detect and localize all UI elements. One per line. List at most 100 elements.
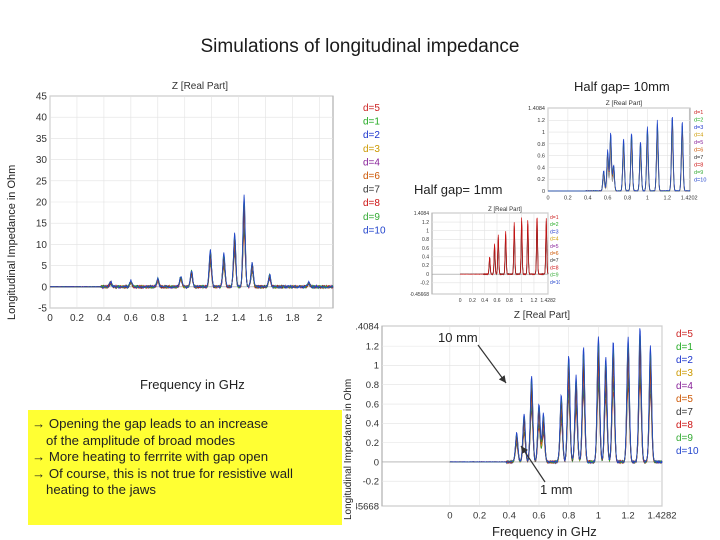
main-legend-item: d=5 <box>363 103 380 114</box>
gap10-x-tick-label: 0.8 <box>624 196 632 201</box>
bottom-series-line <box>449 328 663 464</box>
gap1-y-tick-label: -0.2 <box>420 281 429 287</box>
gap10-legend-item: d=9 <box>694 170 703 176</box>
gap1-legend-item: d=1 <box>550 215 559 221</box>
gap1-x-tick-label: 0.8 <box>506 298 513 304</box>
bottom-x-tick-label: 0 <box>447 511 452 522</box>
note-line-2: of the amplitude of broad modes <box>46 432 236 448</box>
gap1-legend-item: d=6 <box>550 251 559 257</box>
main-x-tick-label: 1 <box>182 313 188 324</box>
main-y-tick-label: 5 <box>41 261 47 272</box>
main-chart-title: Z [Real Part] <box>172 81 228 92</box>
main-y-tick-label: 10 <box>36 240 48 251</box>
bottom-x-tick-label: 0.4 <box>503 511 516 522</box>
main-y-tick-label: 45 <box>36 92 48 103</box>
gap10-legend-item: d=2 <box>694 118 703 124</box>
gap1-legend-item: d=4 <box>550 237 559 243</box>
main-series-line <box>50 194 334 290</box>
bottom-chart-title: Z [Real Part] <box>514 310 570 321</box>
main-legend-item: d=2 <box>363 130 380 141</box>
gap1-y-tick-label: 0.6 <box>422 246 429 252</box>
annotation-10mm: 10 mm <box>438 330 478 345</box>
gap1-chart-title: Z [Real Part] <box>488 207 522 213</box>
gap10-x-tick-label: 1.4202 <box>681 196 698 201</box>
bottom-legend-item: d=8 <box>676 420 693 431</box>
gap1-chart: Z [Real Part] 0 0.2 0.4 0.6 0.8 1 1.2 1.42821.4… <box>410 204 560 304</box>
bottom-y-tick-label: -0.2 <box>363 477 379 488</box>
gap10-series-line <box>548 116 691 192</box>
gap10-legend-item: d=1 <box>694 110 703 116</box>
gap10-chart-title: Z [Real Part] <box>606 100 643 107</box>
main-y-tick-label: 20 <box>36 198 48 209</box>
main-plot-area: 0 0.2 0.4 0.6 0.8 1 1.2 1.4 1.6 1.8 2-505101520253… <box>36 92 386 325</box>
bottom-legend-item: d=5 <box>676 329 693 340</box>
bottom-legend-item: d=1 <box>676 342 693 353</box>
gap1-x-tick-label: 1.2 <box>530 298 537 304</box>
gap10-y-tick-label: 0.4 <box>537 165 545 171</box>
gap1-series-line <box>459 217 549 276</box>
main-legend-item: d=7 <box>363 185 380 196</box>
main-x-tick-label: 1.4 <box>232 313 246 324</box>
bottom-legend-item: d=7 <box>676 407 693 418</box>
bottom-y-axis-label: Longitudinal Impedance in Ohm <box>343 378 354 520</box>
bottom-x-tick-label: 0.8 <box>562 511 575 522</box>
gap10-x-tick-label: 0 <box>546 196 549 201</box>
gap10-legend-item: d=4 <box>694 133 703 139</box>
main-legend-item: d=3 <box>363 144 380 155</box>
gap10-label: Half gap= 10mm <box>574 79 670 94</box>
main-x-tick-label: 1.6 <box>259 313 273 324</box>
bottom-y-tick-label: 0.2 <box>366 438 379 449</box>
bottom-impedance-chart: Z [Real Part] 0 0.2 0.4 0.6 0.8 1 1.2 1.4282 1.4… <box>356 306 714 524</box>
gap1-y-tick-label: 0.8 <box>422 237 429 243</box>
gap1-y-tick-label: 0.4 <box>422 255 429 261</box>
gap1-x-tick-label: 0.6 <box>494 298 501 304</box>
bottom-legend-item: d=9 <box>676 433 693 444</box>
bottom-y-tick-label: 1.2 <box>366 341 379 352</box>
bottom-x-tick-label: 1.4282 <box>647 511 676 522</box>
bottom-x-tick-label: 0.6 <box>532 511 545 522</box>
bottom-y-tick-label: 0.6 <box>366 399 379 410</box>
bottom-frame <box>381 325 663 507</box>
bottom-legend-item: d=10 <box>676 446 699 457</box>
gap1-y-tick-label: 1 <box>426 228 429 234</box>
gap10-x-tick-label: 0.4 <box>584 196 592 201</box>
main-legend-item: d=6 <box>363 171 380 182</box>
main-x-tick-label: 0.2 <box>70 313 84 324</box>
gap1-legend-item: d=10 <box>550 280 560 286</box>
gap1-plot-area: 0 0.2 0.4 0.6 0.8 1 1.2 1.42821.40841.210.80.60… <box>410 211 560 304</box>
bottom-y-tick-label: -0.45668 <box>356 501 379 512</box>
note-line-1: → Opening the gap leads to an increase <box>32 416 269 431</box>
note-line-5: heating to the jaws <box>46 482 156 497</box>
main-x-tick-label: 0.8 <box>151 313 165 324</box>
bottom-x-axis-label: Frequency in GHz <box>492 524 597 539</box>
gap10-chart: Z [Real Part] 0 0.2 0.4 0.6 0.8 1 1.2 1.4202 1.4… <box>528 96 714 200</box>
gap10-frame <box>547 107 691 192</box>
gap10-y-tick-label: 0.8 <box>537 142 545 148</box>
bottom-y-tick-label: 1.4084 <box>356 321 379 332</box>
gap1-label: Half gap= 1mm <box>414 182 503 197</box>
main-legend-item: d=10 <box>363 225 386 236</box>
gap1-x-tick-label: 1 <box>520 298 523 304</box>
main-y-tick-label: 15 <box>36 219 48 230</box>
gap10-y-tick-label: 1 <box>542 130 545 136</box>
gap1-y-tick-label: 1.4084 <box>414 211 430 217</box>
gap1-legend-item: d=8 <box>550 265 559 271</box>
bottom-legend-item: d=3 <box>676 368 693 379</box>
gap10-y-tick-label: 1.2 <box>537 118 545 124</box>
gap10-legend-item: d=10 <box>694 178 706 184</box>
gap10-y-tick-label: 1.4084 <box>528 106 545 112</box>
main-x-tick-label: 1.2 <box>205 313 219 324</box>
note-line-4: → Of course, this is not true for resist… <box>32 465 293 481</box>
main-x-tick-label: 1.8 <box>286 313 300 324</box>
bottom-x-tick-label: 1 <box>596 511 601 522</box>
gap1-y-tick-label: 1.2 <box>422 220 429 226</box>
bottom-legend-item: d=4 <box>676 381 693 392</box>
gap1-legend-item: d=7 <box>550 258 559 264</box>
gap10-y-tick-label: 0.6 <box>537 154 545 160</box>
main-impedance-chart: Z [Real Part] 0 0.2 0.4 0.6 0.8 1 1.2 1.4 1.6 1.8… <box>28 76 390 326</box>
main-legend-item: d=8 <box>363 198 380 209</box>
bottom-legend-item: d=2 <box>676 355 693 366</box>
main-y-tick-label: 25 <box>36 176 48 187</box>
main-y-tick-label: 35 <box>36 134 48 145</box>
bottom-y-tick-label: 1 <box>374 361 379 372</box>
